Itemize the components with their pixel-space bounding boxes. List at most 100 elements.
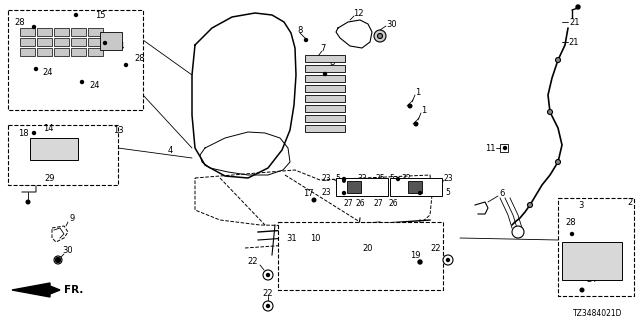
Circle shape xyxy=(504,147,506,149)
Bar xyxy=(37,38,52,46)
Text: 5: 5 xyxy=(412,188,417,196)
Text: 19: 19 xyxy=(410,251,420,260)
Circle shape xyxy=(576,5,580,9)
Circle shape xyxy=(74,13,77,17)
Text: 5: 5 xyxy=(390,173,394,182)
Bar xyxy=(305,85,345,92)
Text: 24: 24 xyxy=(587,276,597,284)
Text: 14: 14 xyxy=(43,124,53,132)
Circle shape xyxy=(104,42,106,44)
Text: 24: 24 xyxy=(90,81,100,90)
Bar xyxy=(30,138,78,160)
Circle shape xyxy=(81,81,83,84)
Text: 6: 6 xyxy=(499,188,505,197)
Circle shape xyxy=(343,180,345,182)
Text: 31: 31 xyxy=(287,234,298,243)
Circle shape xyxy=(397,178,399,180)
Circle shape xyxy=(378,34,383,38)
Circle shape xyxy=(443,255,453,265)
Bar xyxy=(305,125,345,132)
Bar xyxy=(54,48,69,56)
Bar xyxy=(54,28,69,36)
Circle shape xyxy=(580,288,584,292)
Bar xyxy=(558,198,634,296)
Text: 27: 27 xyxy=(373,198,383,207)
Bar xyxy=(37,48,52,56)
Bar xyxy=(54,38,69,46)
Bar xyxy=(88,38,103,46)
Text: 24: 24 xyxy=(43,68,53,76)
Circle shape xyxy=(312,198,316,202)
Text: 17: 17 xyxy=(303,188,314,197)
Text: 20: 20 xyxy=(363,244,373,252)
Bar xyxy=(500,144,508,152)
Bar xyxy=(562,242,622,280)
Bar xyxy=(305,115,345,122)
Circle shape xyxy=(408,104,412,108)
Text: 32: 32 xyxy=(357,173,367,182)
Text: 28: 28 xyxy=(134,53,145,62)
Text: 26: 26 xyxy=(355,198,365,207)
Text: 7: 7 xyxy=(320,44,326,52)
Text: 25: 25 xyxy=(375,173,385,182)
Text: 3: 3 xyxy=(578,201,584,210)
Bar xyxy=(100,32,122,50)
Circle shape xyxy=(26,200,30,204)
Circle shape xyxy=(323,73,326,76)
Circle shape xyxy=(263,301,273,311)
Circle shape xyxy=(342,191,346,195)
Bar xyxy=(336,178,388,196)
Text: 12: 12 xyxy=(353,9,364,18)
Text: 22: 22 xyxy=(263,289,273,298)
Text: 11: 11 xyxy=(484,143,495,153)
Bar xyxy=(347,181,361,193)
Text: 27: 27 xyxy=(343,198,353,207)
Text: 21: 21 xyxy=(569,37,579,46)
Text: 24: 24 xyxy=(115,42,125,51)
Bar xyxy=(408,181,422,193)
Text: 8: 8 xyxy=(330,58,335,67)
Bar xyxy=(390,178,442,196)
Circle shape xyxy=(33,26,35,28)
Circle shape xyxy=(342,178,346,180)
Text: 15: 15 xyxy=(95,11,105,20)
Text: 18: 18 xyxy=(18,129,29,138)
Bar xyxy=(305,95,345,102)
Text: 26: 26 xyxy=(388,198,398,207)
Bar xyxy=(305,65,345,72)
Text: 9: 9 xyxy=(69,213,75,222)
Circle shape xyxy=(266,274,269,276)
Bar xyxy=(20,48,35,56)
Circle shape xyxy=(54,256,62,264)
Text: 16: 16 xyxy=(593,247,604,257)
Circle shape xyxy=(447,259,449,261)
Circle shape xyxy=(547,109,552,115)
Text: 2: 2 xyxy=(627,197,632,206)
Circle shape xyxy=(125,63,127,67)
Text: 23: 23 xyxy=(321,188,331,196)
Text: 5: 5 xyxy=(335,173,340,182)
Text: 23: 23 xyxy=(321,173,331,182)
Bar xyxy=(37,28,52,36)
Bar xyxy=(305,55,345,62)
Text: 13: 13 xyxy=(113,125,124,134)
Circle shape xyxy=(527,203,532,207)
Text: 10: 10 xyxy=(310,234,320,243)
Text: FR.: FR. xyxy=(64,285,83,295)
Circle shape xyxy=(414,122,418,126)
Bar xyxy=(20,38,35,46)
Bar xyxy=(71,48,86,56)
Circle shape xyxy=(512,226,524,238)
Circle shape xyxy=(419,191,422,195)
Bar xyxy=(8,125,118,185)
Text: 30: 30 xyxy=(63,245,74,254)
Circle shape xyxy=(556,159,561,164)
Text: 4: 4 xyxy=(168,146,173,155)
Circle shape xyxy=(263,270,273,280)
Circle shape xyxy=(570,233,573,236)
Circle shape xyxy=(33,132,35,134)
Text: 1: 1 xyxy=(415,87,420,97)
Text: 8: 8 xyxy=(298,26,303,35)
Text: 22: 22 xyxy=(431,244,441,252)
Text: 21: 21 xyxy=(570,18,580,27)
